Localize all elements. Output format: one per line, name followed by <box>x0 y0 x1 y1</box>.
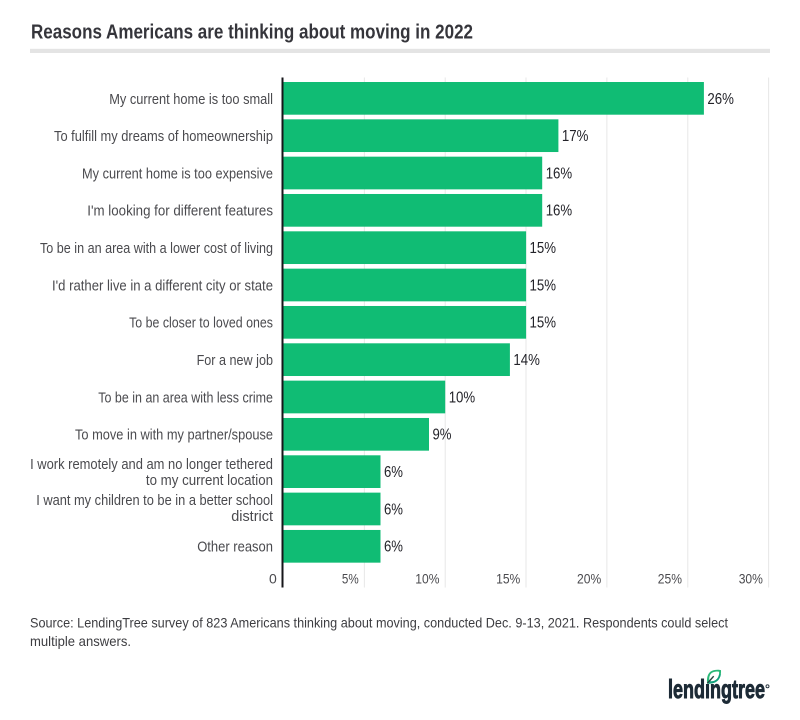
svg-text:multiple answers.: multiple answers. <box>30 633 131 649</box>
svg-text:I'd rather live in a different: I'd rather live in a different city or s… <box>52 277 273 294</box>
svg-text:25%: 25% <box>658 571 682 587</box>
svg-text:6%: 6% <box>384 464 403 481</box>
svg-text:15%: 15% <box>530 277 557 294</box>
svg-text:15%: 15% <box>530 240 557 257</box>
svg-text:10%: 10% <box>449 389 476 406</box>
svg-text:6%: 6% <box>384 501 403 518</box>
svg-text:To be in an area with less cri: To be in an area with less crime <box>98 389 273 406</box>
svg-text:I'm looking for different feat: I'm looking for different features <box>87 203 273 220</box>
svg-text:26%: 26% <box>707 91 734 108</box>
svg-text:district: district <box>231 508 274 525</box>
svg-text:17%: 17% <box>562 128 589 145</box>
svg-text:14%: 14% <box>513 352 540 369</box>
svg-text:15%: 15% <box>496 571 520 587</box>
svg-text:5%: 5% <box>342 571 359 587</box>
svg-text:10%: 10% <box>415 571 439 587</box>
svg-text:30%: 30% <box>739 571 763 587</box>
svg-text:Reasons Americans are thinking: Reasons Americans are thinking about mov… <box>31 21 473 44</box>
svg-text:To be closer to loved ones: To be closer to loved ones <box>129 315 273 332</box>
svg-text:To fulfill my dreams of homeow: To fulfill my dreams of homeownership <box>54 128 273 145</box>
svg-text:to my current location: to my current location <box>146 472 273 489</box>
svg-text:My current home is too small: My current home is too small <box>109 91 273 108</box>
svg-text:Other reason: Other reason <box>197 539 273 556</box>
svg-text:15%: 15% <box>530 315 557 332</box>
svg-text:I want my children to be in a: I want my children to be in a better sch… <box>36 492 273 509</box>
svg-text:16%: 16% <box>546 203 573 220</box>
svg-text:To move in with my partner/spo: To move in with my partner/spouse <box>75 427 273 444</box>
svg-text:lendıngtree: lendıngtree <box>668 674 765 704</box>
svg-text:6%: 6% <box>384 539 403 556</box>
svg-text:16%: 16% <box>546 165 573 182</box>
svg-text:To be in an area with a lower: To be in an area with a lower cost of li… <box>40 240 273 257</box>
svg-text:9%: 9% <box>433 427 452 444</box>
svg-text:For a new job: For a new job <box>197 352 273 369</box>
svg-text:Source: LendingTree survey of: Source: LendingTree survey of 823 Americ… <box>30 615 728 631</box>
svg-text:0: 0 <box>269 571 277 587</box>
svg-text:20%: 20% <box>577 571 601 587</box>
svg-text:My current home is too expensi: My current home is too expensive <box>82 165 273 182</box>
svg-text:I work remotely and am no long: I work remotely and am no longer tethere… <box>30 456 273 473</box>
